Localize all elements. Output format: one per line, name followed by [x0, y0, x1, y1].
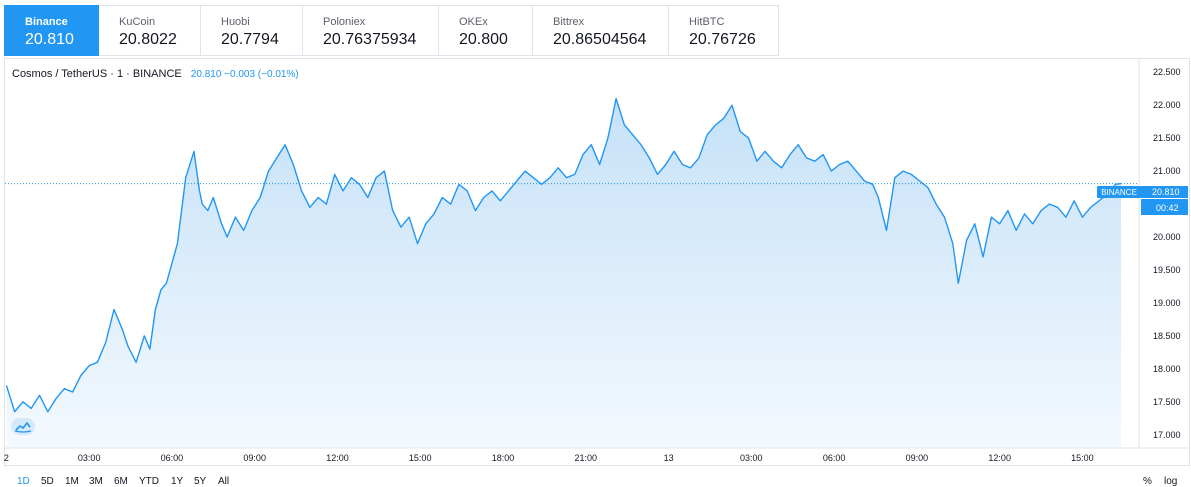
- time-tick-label: 15:00: [409, 453, 432, 463]
- symbol-title[interactable]: Cosmos / TetherUS · 1 · BINANCE: [12, 68, 182, 80]
- time-tick-label: 06:00: [823, 453, 846, 463]
- tab-bittrex[interactable]: Bittrex 20.86504564: [533, 5, 669, 56]
- price-tick-label: 19.000: [1153, 298, 1181, 308]
- range-all[interactable]: All: [218, 476, 230, 487]
- range-5y[interactable]: 5Y: [194, 476, 207, 487]
- price-tick-label: 20.000: [1153, 232, 1181, 242]
- range-5d[interactable]: 5D: [41, 476, 54, 487]
- exchange-price-tag: [1097, 186, 1141, 198]
- time-tick-label: 21:00: [575, 453, 598, 463]
- symbol-change: 20.810 −0.003 (−0.01%): [190, 69, 299, 80]
- time-tick-label: 15:00: [1071, 453, 1094, 463]
- tab-exchange-name: KuCoin: [119, 16, 156, 28]
- tab-poloniex[interactable]: Poloniex 20.76375934: [303, 5, 439, 56]
- time-tick-label: 03:00: [740, 453, 763, 463]
- range-1d[interactable]: 1D: [17, 476, 30, 487]
- range-1y[interactable]: 1Y: [171, 476, 184, 487]
- price-tick-label: 18.000: [1153, 364, 1181, 374]
- tab-exchange-price: 20.810: [25, 31, 74, 48]
- time-tick-label: 18:00: [492, 453, 515, 463]
- tab-exchange-price: 20.8022: [119, 31, 177, 48]
- tab-exchange-name: Huobi: [221, 16, 250, 28]
- last-price-marker: BINANCE 20.810 00:42: [1097, 186, 1188, 215]
- time-tick-label: 09:00: [906, 453, 929, 463]
- time-scale[interactable]: 2 03:00 06:00 09:00 12:00 15:00 18:00 21:00 13 03…: [4, 453, 1094, 463]
- series-area-fill: [6, 98, 1122, 448]
- time-tick-label: 12:00: [988, 453, 1011, 463]
- log-scale-toggle[interactable]: log: [1164, 476, 1178, 487]
- chart-legend: Cosmos / TetherUS · 1 · BINANCE 20.810 −…: [12, 68, 299, 80]
- chart-frame: [4, 58, 1190, 466]
- last-price-tag: [1141, 186, 1188, 198]
- tab-exchange-name: Bittrex: [553, 16, 585, 28]
- tab-exchange-price: 20.7794: [221, 31, 279, 48]
- tab-exchange-name: Binance: [25, 16, 68, 28]
- tradingview-logo-icon[interactable]: [11, 418, 35, 435]
- price-tick-label: 22.500: [1153, 67, 1181, 77]
- time-tick-label: 06:00: [161, 453, 184, 463]
- last-price-value: 20.810: [1152, 187, 1180, 197]
- price-tick-label: 17.500: [1153, 397, 1181, 407]
- time-tick-label: 13: [664, 453, 674, 463]
- tab-exchange-name: HitBTC: [689, 16, 725, 28]
- time-tick-label: 03:00: [78, 453, 101, 463]
- range-6m[interactable]: 6M: [114, 476, 128, 487]
- countdown-tag: [1141, 199, 1188, 215]
- price-tick-label: 22.000: [1153, 100, 1181, 110]
- price-tick-label: 19.500: [1153, 265, 1181, 275]
- range-3m[interactable]: 3M: [89, 476, 103, 487]
- price-tick-label: 21.500: [1153, 133, 1181, 143]
- range-1m[interactable]: 1M: [65, 476, 79, 487]
- tab-exchange-name: OKEx: [459, 16, 488, 28]
- range-toolbar: 1D 5D 1M 3M 6M YTD 1Y 5Y All % log: [0, 470, 1191, 487]
- tab-exchange-name: Poloniex: [323, 16, 366, 28]
- tab-huobi[interactable]: Huobi 20.7794: [201, 5, 303, 56]
- tab-binance[interactable]: Binance 20.810: [4, 5, 99, 56]
- time-tick-label: 2: [4, 453, 9, 463]
- price-tick-label: 18.500: [1153, 331, 1181, 341]
- tab-exchange-price: 20.86504564: [553, 31, 647, 48]
- range-ytd[interactable]: YTD: [139, 476, 159, 487]
- price-tick-label: 21.000: [1153, 166, 1181, 176]
- tab-kucoin[interactable]: KuCoin 20.8022: [99, 5, 201, 56]
- exchange-tabs: Binance 20.810 KuCoin 20.8022 Huobi 20.7…: [0, 0, 1191, 58]
- bar-countdown: 00:42: [1156, 203, 1179, 213]
- percent-scale-toggle[interactable]: %: [1143, 476, 1152, 487]
- tab-hitbtc[interactable]: HitBTC 20.76726: [669, 5, 779, 56]
- series-line: [5, 97, 1122, 413]
- tab-exchange-price: 20.800: [459, 31, 508, 48]
- time-tick-label: 09:00: [243, 453, 266, 463]
- exchange-tag-label: BINANCE: [1101, 188, 1137, 197]
- time-tick-label: 12:00: [326, 453, 349, 463]
- tab-exchange-price: 20.76375934: [323, 31, 417, 48]
- tab-okex[interactable]: OKEx 20.800: [439, 5, 533, 56]
- price-tick-label: 17.000: [1153, 430, 1181, 440]
- tab-exchange-price: 20.76726: [689, 31, 756, 48]
- cloud-chart-icon: [14, 421, 32, 433]
- price-scale[interactable]: 17.000 17.500 18.000 18.500 19.000 19.500 20.0…: [1153, 67, 1181, 440]
